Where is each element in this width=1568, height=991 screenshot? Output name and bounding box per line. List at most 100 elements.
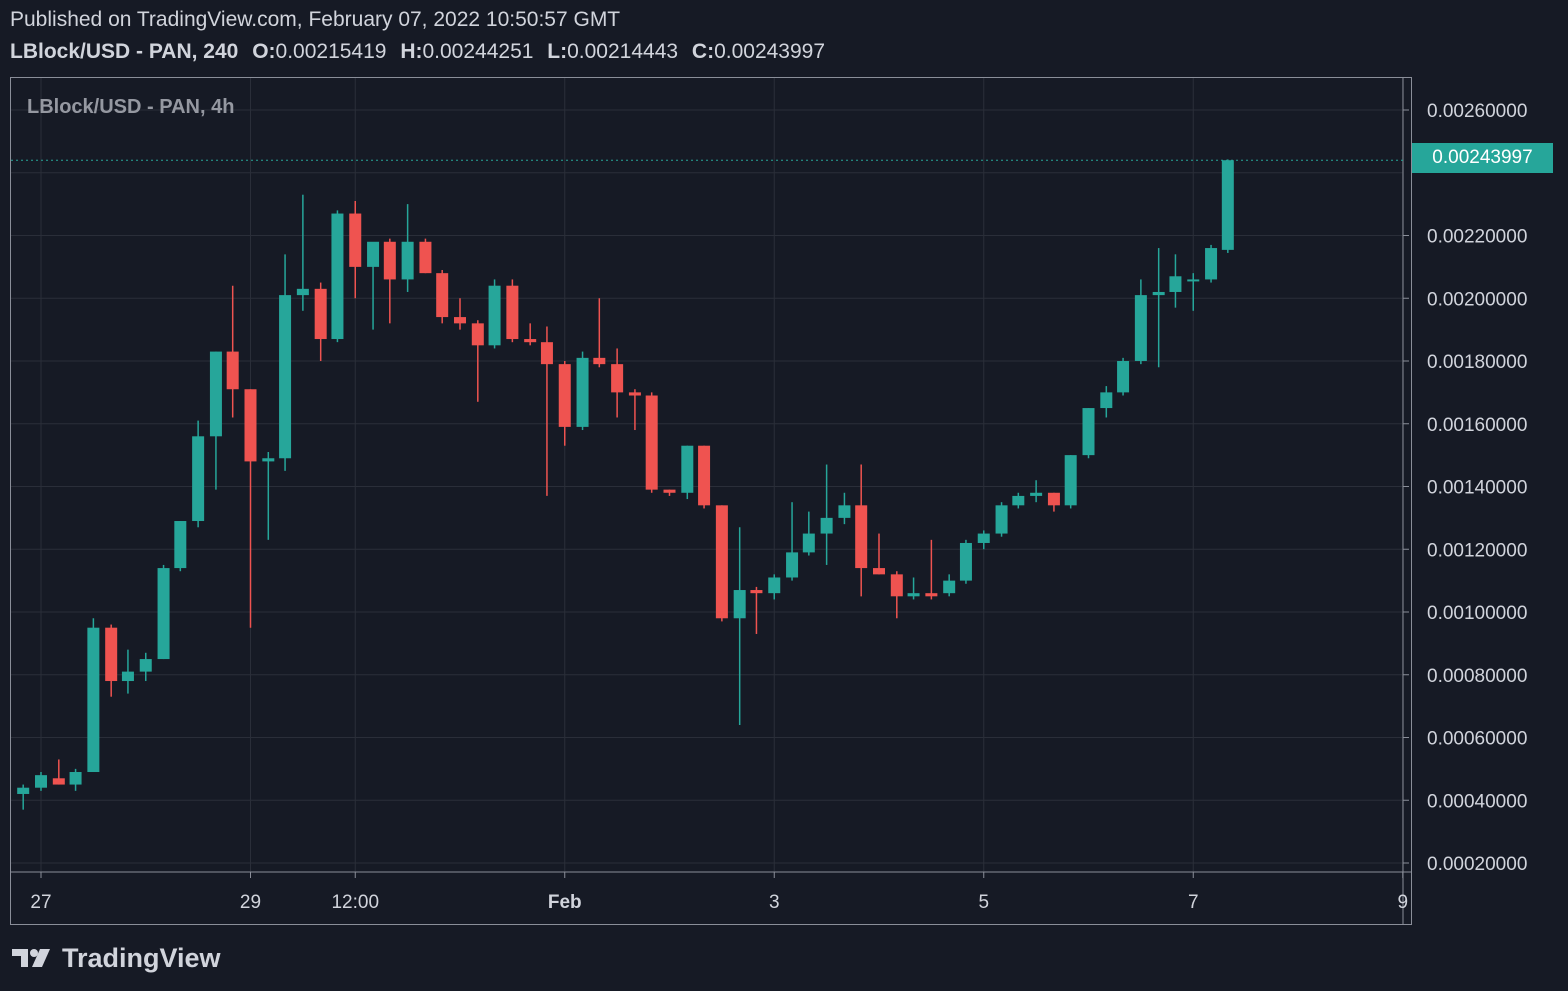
candle-up <box>1064 455 1077 506</box>
candle-up <box>802 533 815 553</box>
x-tick-label: 9 <box>1397 892 1408 913</box>
candle-down <box>454 317 466 324</box>
y-tick-label: 0.00140000 <box>1427 478 1527 499</box>
candle-up <box>121 671 134 682</box>
candle-up <box>296 288 309 296</box>
y-tick-label: 0.00040000 <box>1427 791 1527 812</box>
y-tick-label: 0.00180000 <box>1427 352 1527 373</box>
candle-down <box>419 241 432 274</box>
candle-up <box>681 445 694 493</box>
candle-down <box>593 357 606 365</box>
candle-up <box>959 542 972 581</box>
brand-name: TradingView <box>62 942 221 973</box>
x-tick-label: 29 <box>240 892 261 913</box>
candle-up <box>262 458 275 462</box>
candle-up <box>1221 160 1234 250</box>
candle-up <box>331 213 344 340</box>
candle-up <box>1030 492 1043 496</box>
candle-up <box>69 772 82 785</box>
candle-up <box>733 590 746 619</box>
candle-up <box>1187 279 1200 282</box>
x-tick-label: 3 <box>769 892 780 913</box>
candle-down <box>244 389 257 462</box>
high-value: 0.00244251 <box>422 40 534 63</box>
candle-up <box>367 241 380 267</box>
last-price-badge: 0.00243997 <box>1412 143 1553 173</box>
open-value: 0.00215419 <box>275 40 387 63</box>
chart-legend: LBlock/USD - PAN, 4h <box>27 96 235 118</box>
candle-down <box>314 288 327 340</box>
candle-down <box>471 323 484 346</box>
close-label: C: <box>691 40 715 63</box>
x-tick-label: Feb <box>548 892 582 913</box>
close-value: 0.00243997 <box>714 40 826 63</box>
candle-down <box>105 627 118 682</box>
y-tick-label: 0.00220000 <box>1427 227 1527 248</box>
low-label: L: <box>547 40 568 63</box>
brand[interactable]: TradingView <box>10 940 221 976</box>
candle-down <box>506 285 519 340</box>
candle-up <box>977 533 990 543</box>
candle-up <box>576 357 589 427</box>
candle-down <box>349 213 362 267</box>
ohlc-header: LBlock/USD - PAN, 240 O:0.00215419 H:0.0… <box>10 40 825 64</box>
candle-down <box>663 489 676 493</box>
candle-down <box>873 568 885 575</box>
candle-up <box>1100 392 1113 409</box>
candle-down <box>540 342 553 365</box>
candle-up <box>1117 361 1130 393</box>
candle-down <box>628 392 641 396</box>
tradingview-logo-icon <box>12 949 50 967</box>
low-value: 0.00214443 <box>567 40 679 63</box>
y-tick-label: 0.00060000 <box>1427 729 1527 750</box>
candle-up <box>401 241 414 280</box>
candle-down <box>611 364 624 393</box>
x-tick-label: 5 <box>978 892 989 913</box>
open-label: O: <box>252 40 276 63</box>
candle-up <box>1134 295 1147 361</box>
high-label: H: <box>400 40 423 63</box>
candle-up <box>786 552 799 578</box>
candle-down <box>645 395 658 490</box>
candle-down <box>925 593 938 597</box>
candle-down <box>698 445 711 506</box>
candle-down <box>750 590 763 594</box>
chart-frame[interactable] <box>10 77 1412 925</box>
candle-down <box>524 339 537 343</box>
candle-up <box>87 627 100 773</box>
candle-up <box>192 436 205 522</box>
candle-up <box>157 568 170 660</box>
candle-up <box>1169 276 1182 292</box>
y-tick-label: 0.00120000 <box>1427 540 1527 561</box>
candle-down <box>890 574 903 597</box>
candle-down <box>855 505 868 569</box>
published-info: Published on TradingView.com, February 0… <box>10 8 621 31</box>
y-tick-label: 0.00100000 <box>1427 603 1527 624</box>
y-tick-label: 0.00160000 <box>1427 415 1527 436</box>
x-tick-label: 27 <box>30 892 51 913</box>
candle-down <box>52 778 65 785</box>
candle-up <box>1012 495 1025 506</box>
candle-up <box>174 521 187 569</box>
candle-up <box>488 285 501 346</box>
y-tick-label: 0.00200000 <box>1427 289 1527 310</box>
candle-down <box>1047 492 1060 506</box>
x-tick-label: 7 <box>1188 892 1199 913</box>
y-tick-label: 0.00080000 <box>1427 666 1527 687</box>
candle-down <box>558 364 571 427</box>
candle-up <box>943 580 956 594</box>
y-tick-label: 0.00020000 <box>1427 854 1527 875</box>
candle-down <box>226 351 239 390</box>
symbol-interval: LBlock/USD - PAN, 240 <box>10 40 239 63</box>
candle-up <box>768 577 781 594</box>
x-tick-label: 12:00 <box>331 892 379 913</box>
candle-down <box>436 273 449 318</box>
candle-up <box>139 659 152 672</box>
candle-down <box>715 505 728 619</box>
candle-up <box>995 505 1008 534</box>
candle-up <box>838 505 851 518</box>
y-tick-label: 0.00260000 <box>1427 101 1527 122</box>
candle-up <box>209 351 222 437</box>
candle-up <box>820 517 833 534</box>
